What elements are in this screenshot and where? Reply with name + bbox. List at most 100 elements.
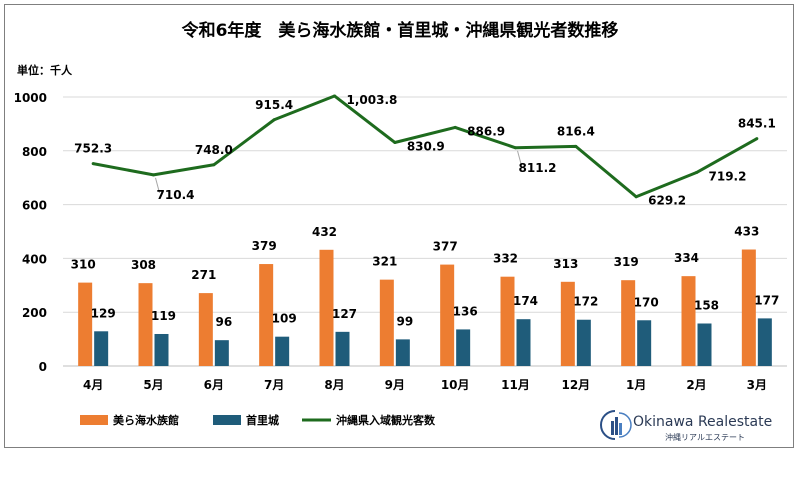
chart-title: 令和6年度 美ら海水族館・首里城・沖縄県観光者数推移: [182, 20, 619, 41]
visitor-point: [453, 125, 457, 129]
visitor-label: 710.4: [157, 188, 195, 202]
visitor-label: 719.2: [709, 170, 747, 184]
visitor-point: [91, 162, 95, 166]
bar-churaumi-label: 310: [71, 258, 96, 272]
bar-churaumi: [440, 264, 455, 366]
y-tick-label: 400: [22, 252, 47, 266]
visitor-line: 752.3 710.4 748.0 915.4 1,003.8 830.9 886.9 811…: [74, 93, 776, 208]
bar-shurijo-label: 109: [272, 312, 297, 326]
visitor-label: 915.4: [255, 98, 293, 112]
bar-churaumi-label: 332: [493, 252, 518, 266]
visitor-label: 629.2: [648, 194, 686, 208]
x-tick-label: 5月: [143, 378, 163, 392]
gridlines: [63, 96, 787, 367]
bar-churaumi-label: 432: [312, 225, 337, 239]
y-tick-label: 600: [22, 199, 47, 213]
x-tick-label: 6月: [204, 378, 224, 392]
visitor-label: 1,003.8: [347, 93, 398, 107]
bar-churaumi: [560, 281, 575, 366]
visitor-point: [574, 144, 578, 148]
bars: 310 129 308 119 271 96 379 109 432 127 321 99 377 136…: [71, 225, 779, 366]
bar-churaumi-label: 319: [614, 255, 639, 269]
bar-shurijo-label: 172: [573, 295, 598, 309]
visitor-point: [393, 140, 397, 144]
bar-churaumi: [78, 282, 93, 366]
x-tick-label: 1月: [626, 378, 646, 392]
legend-swatch-churaumi: [80, 415, 108, 425]
visitor-point: [514, 146, 517, 150]
bar-shurijo: [335, 331, 350, 366]
logo-name: Okinawa Realestate: [633, 414, 772, 430]
x-tick-label: 4月: [83, 378, 103, 392]
y-tick-label: 1000: [14, 91, 47, 105]
bar-churaumi: [681, 276, 696, 366]
visitor-line-path: [92, 94, 758, 199]
visitor-label: 886.9: [467, 124, 505, 138]
legend-swatch-shurijo: [213, 415, 241, 425]
visitor-label: 816.4: [557, 124, 595, 138]
bar-shurijo: [395, 339, 410, 366]
bar-churaumi: [198, 293, 213, 366]
visitor-label: 748.0: [195, 143, 233, 157]
bar-churaumi: [500, 276, 515, 366]
legend-label-visitors: 沖縄県入域観光客数: [336, 413, 436, 427]
bar-shurijo-label: 170: [634, 295, 659, 309]
visitor-point: [634, 195, 638, 199]
x-tick-label: 12月: [561, 378, 590, 392]
x-tick-label: 8月: [324, 378, 344, 392]
bar-shurijo-label: 96: [215, 315, 232, 329]
bar-churaumi-label: 379: [252, 239, 277, 253]
bar-shurijo: [154, 333, 169, 366]
bar-shurijo-label: 177: [754, 293, 779, 307]
logo-subtitle: 沖縄リアルエステート: [665, 432, 745, 442]
visitor-label: 830.9: [407, 139, 445, 153]
bar-shurijo: [214, 340, 229, 366]
logo-mark-icon: [600, 410, 632, 440]
bar-churaumi-label: 308: [131, 258, 156, 272]
bar-churaumi: [319, 249, 334, 366]
y-tick-label: 0: [39, 360, 47, 374]
label-leader: [517, 150, 522, 166]
visitor-point: [212, 163, 216, 167]
x-tick-label: 11月: [501, 378, 530, 392]
bar-shurijo: [516, 319, 531, 366]
bar-churaumi: [741, 249, 756, 366]
legend-label-shurijo: 首里城: [246, 413, 279, 427]
bar-shurijo-label: 129: [91, 306, 116, 320]
legend-label-churaumi: 美ら海水族館: [113, 413, 179, 427]
legend: 美ら海水族館 首里城 沖縄県入域観光客数: [80, 413, 436, 427]
visitor-label: 752.3: [74, 142, 112, 156]
bar-shurijo: [697, 323, 712, 366]
visitor-label: 811.2: [519, 161, 557, 175]
visitor-point: [272, 118, 276, 122]
bar-churaumi: [259, 264, 274, 366]
x-tick-label: 9月: [385, 378, 405, 392]
bar-churaumi-label: 313: [553, 257, 578, 271]
unit-label: 単位：千人: [17, 63, 73, 77]
y-axis: 0 200 400 600 800 1000: [14, 91, 47, 374]
bar-shurijo-label: 158: [694, 298, 719, 312]
bar-churaumi: [621, 280, 636, 366]
bar-churaumi-label: 377: [433, 240, 458, 254]
visitor-point: [152, 173, 155, 177]
bar-churaumi: [138, 283, 153, 366]
y-tick-label: 800: [22, 145, 47, 159]
x-axis: 4月 5月 6月 7月 8月 9月 10月 11月 12月 1月 2月 3月: [83, 378, 767, 392]
bar-shurijo: [576, 319, 591, 366]
bar-shurijo: [94, 331, 109, 366]
visitor-label: 845.1: [738, 117, 776, 131]
x-tick-label: 10月: [441, 378, 470, 392]
bar-shurijo-label: 136: [453, 304, 478, 318]
x-tick-label: 3月: [747, 378, 767, 392]
bar-shurijo-label: 127: [332, 307, 357, 321]
visitor-point: [755, 137, 759, 141]
y-tick-label: 200: [22, 306, 47, 320]
bar-shurijo-label: 174: [513, 294, 538, 308]
bar-churaumi-label: 321: [372, 255, 397, 269]
bar-shurijo: [637, 320, 652, 366]
bar-churaumi-label: 334: [674, 251, 699, 265]
chart-frame: 令和6年度 美ら海水族館・首里城・沖縄県観光者数推移 単位：千人 0 200 400…: [4, 4, 794, 448]
chart: 令和6年度 美ら海水族館・首里城・沖縄県観光者数推移 単位：千人 0 200 400…: [14, 20, 787, 442]
bar-churaumi: [379, 279, 394, 366]
bar-shurijo-label: 119: [151, 309, 176, 323]
